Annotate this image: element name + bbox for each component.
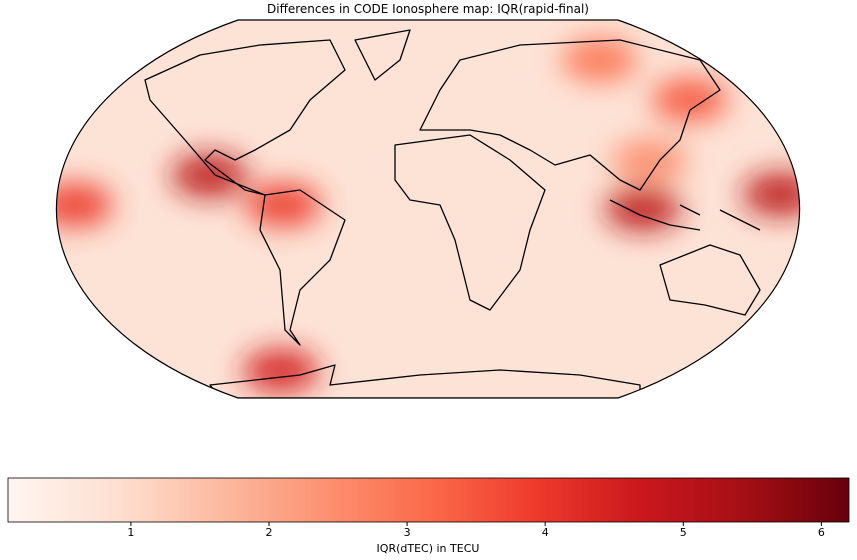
colorbar-tick-label: 5 (680, 526, 687, 539)
eurasia (419, 39, 721, 191)
colorbar-tick-label: 3 (404, 526, 411, 539)
hotspot (742, 172, 800, 217)
hotspot (604, 187, 681, 231)
colorbar-tick-label: 6 (818, 526, 825, 539)
colorbar-tick-label: 1 (127, 526, 134, 539)
colorbar-label: IQR(dTEC) in TECU (377, 542, 480, 555)
hotspot (245, 182, 322, 227)
indonesia (609, 199, 761, 231)
hotspot (651, 77, 728, 122)
greenland (354, 29, 411, 81)
hotspot (611, 138, 688, 183)
africa (394, 134, 546, 311)
coastlines (144, 29, 761, 398)
map-background (56, 20, 800, 398)
map-title: Differences in CODE Ionosphere map: IQR(… (267, 2, 589, 16)
map (56, 20, 800, 398)
hotspot (561, 37, 638, 82)
south-america (259, 189, 346, 346)
map-border (55, 19, 801, 399)
hotspot (171, 153, 248, 198)
colorbar (7, 477, 850, 523)
north-america (144, 39, 346, 196)
colorbar-tick-label: 2 (266, 526, 273, 539)
hotspot (242, 348, 319, 393)
colorbar-tick-label: 4 (542, 526, 549, 539)
australia (659, 244, 761, 316)
hotspot-layer (56, 37, 800, 393)
antarctica (209, 364, 641, 398)
hotspot (56, 182, 113, 227)
